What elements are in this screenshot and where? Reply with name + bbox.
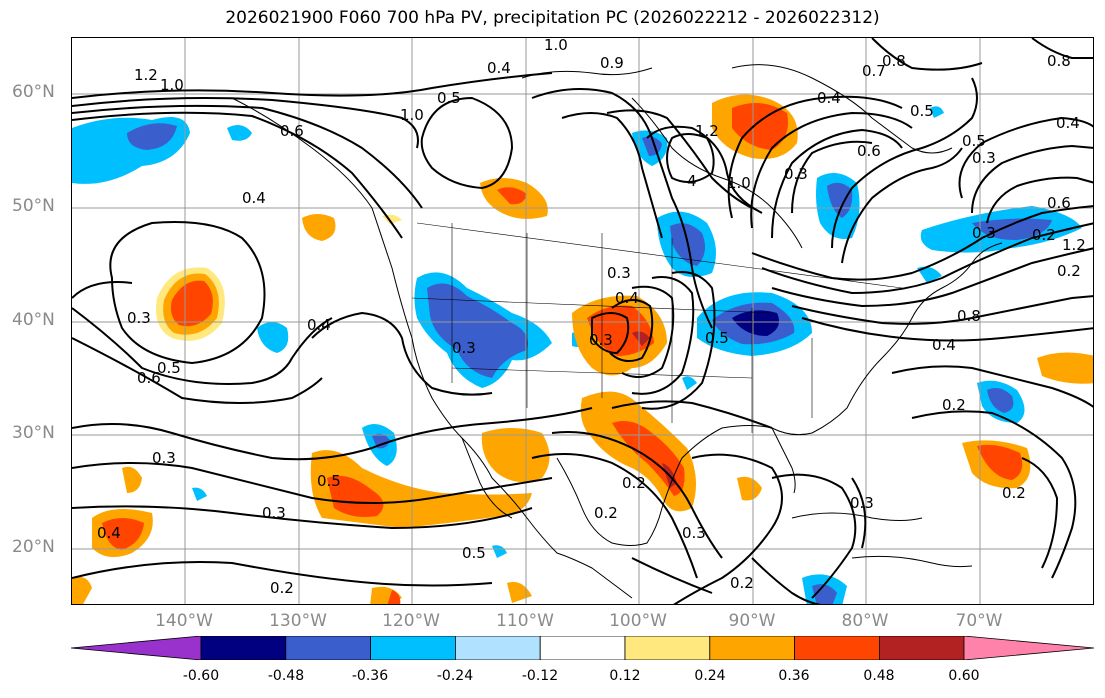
contour-label: 0.6 [1047, 194, 1071, 212]
lat-label-20n: 20°N [12, 537, 55, 557]
lon-label-130w: 130°W [269, 611, 327, 631]
colorbar-tick: 0.36 [778, 668, 810, 684]
map-svg: 1.0 1.2 1.0 0.9 0.8 0.7 0.8 0.6 0.5 0.4 … [72, 38, 1093, 604]
colorbar-bin [200, 635, 287, 661]
lat-label-60n: 60°N [12, 82, 55, 102]
lon-label-90w: 90°W [728, 611, 776, 631]
colorbar-bin [370, 635, 456, 661]
contour-label: 1.0 [727, 174, 751, 192]
lon-label-80w: 80°W [841, 611, 889, 631]
contour-label: 0.3 [850, 494, 874, 512]
contour-label: 0.3 [262, 504, 286, 522]
contour-label: 0.4 [615, 289, 639, 307]
contour-label: 4 [687, 172, 697, 190]
contour-label: 0.3 [784, 165, 808, 183]
pv-contours [72, 38, 1093, 604]
contour-label: 0.4 [1056, 114, 1080, 132]
contour-label: 0.4 [242, 189, 266, 207]
colorbar-tick: 0.48 [863, 668, 895, 684]
contour-label: 0.2 [1057, 262, 1081, 280]
colorbar-bin [539, 635, 626, 661]
colorbar-bin [624, 635, 711, 661]
precip-shading [72, 94, 1093, 604]
contour-label: 0.7 [862, 62, 886, 80]
contour-label: 0.2 [1032, 226, 1056, 244]
contour-label: 1.0 [544, 38, 568, 54]
colorbar-svg [70, 635, 1095, 661]
colorbar-tick: 0.12 [609, 668, 641, 684]
contour-label: 0.6 [137, 369, 161, 387]
contour-label: 1.0 [160, 76, 184, 94]
contour-label: 0.5 [462, 544, 486, 562]
contour-label: 0.2 [270, 579, 294, 597]
contour-label: 0.5 [705, 329, 729, 347]
contour-label: 1.2 [1062, 236, 1086, 254]
colorbar [70, 635, 1095, 661]
contour-label: 0.3 [152, 449, 176, 467]
colorbar-bin [879, 635, 965, 661]
graticule [72, 38, 1093, 604]
contour-label: 0.2 [594, 504, 618, 522]
lat-label-30n: 30°N [12, 423, 55, 443]
contour-label: 0.4 [97, 524, 121, 542]
colorbar-tick: -0.60 [182, 668, 220, 684]
lon-label-100w: 100°W [609, 611, 667, 631]
contour-label: 0.5 [962, 132, 986, 150]
contour-label: 0.3 [127, 309, 151, 327]
contour-label: 0.3 [452, 339, 476, 357]
colorbar-extend-low [70, 635, 202, 661]
contour-label: 0.2 [730, 574, 754, 592]
contour-label: 1.2 [134, 66, 158, 84]
contour-label: 0.2 [1002, 484, 1026, 502]
contour-labels: 1.0 1.2 1.0 0.9 0.8 0.7 0.8 0.6 0.5 0.4 … [97, 38, 1086, 597]
colorbar-tick: -0.12 [521, 668, 559, 684]
contour-label: 0.3 [589, 331, 613, 349]
contour-label: 0.5 [157, 359, 181, 377]
lon-label-140w: 140°W [155, 611, 213, 631]
contour-label: 0.2 [942, 396, 966, 414]
contour-label: 0.5 [910, 102, 934, 120]
contour-label: 0.4 [307, 316, 331, 334]
contour-label: 1.0 [400, 106, 424, 124]
chart-title: 2026021900 F060 700 hPa PV, precipitatio… [225, 8, 880, 28]
colorbar-extend-high [963, 635, 1095, 661]
contour-label: 0.3 [682, 524, 706, 542]
contour-label: 0.5 [437, 89, 461, 107]
lon-label-110w: 110°W [496, 611, 554, 631]
contour-label: 0.3 [972, 149, 996, 167]
lon-label-120w: 120°W [382, 611, 440, 631]
lon-label-70w: 70°W [955, 611, 1003, 631]
contour-label: 1.2 [695, 122, 719, 140]
colorbar-tick: -0.48 [267, 668, 305, 684]
map-panel: 1.0 1.2 1.0 0.9 0.8 0.7 0.8 0.6 0.5 0.4 … [71, 37, 1094, 605]
contour-label: 0.8 [882, 52, 906, 70]
contour-label: 0.3 [607, 264, 631, 282]
lat-label-40n: 40°N [12, 310, 55, 330]
colorbar-tick: -0.36 [351, 668, 389, 684]
contour-label: 0.6 [280, 122, 304, 140]
contour-label: 0.4 [932, 336, 956, 354]
contour-label: 0.2 [622, 474, 646, 492]
colorbar-bin [285, 635, 372, 661]
contour-label: 0.6 [857, 142, 881, 160]
colorbar-bin [794, 635, 880, 661]
contour-label: 0.8 [957, 307, 981, 325]
colorbar-tick: -0.24 [436, 668, 474, 684]
colorbar-bin [454, 635, 541, 661]
contour-label: 0.3 [972, 224, 996, 242]
contour-label: 0.4 [487, 59, 511, 77]
colorbar-bin [709, 635, 795, 661]
colorbar-tick: 0.24 [694, 668, 726, 684]
contour-label: 0.9 [600, 54, 624, 72]
lat-label-50n: 50°N [12, 196, 55, 216]
colorbar-tick: 0.60 [948, 668, 980, 684]
contour-label: 0.8 [1047, 52, 1071, 70]
contour-label: 0.5 [317, 472, 341, 490]
contour-label: 0.4 [817, 89, 841, 107]
